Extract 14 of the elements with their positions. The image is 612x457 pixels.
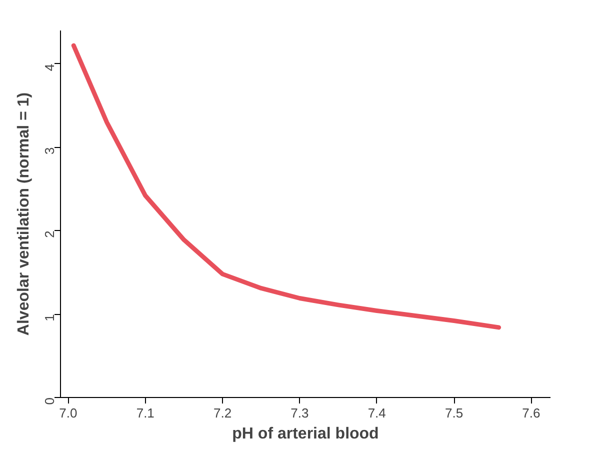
x-tick-label: 7.4 (368, 406, 386, 420)
x-tick-label: 7.0 (59, 406, 78, 420)
y-tick-label: 3 (42, 147, 57, 155)
y-tick-label: 0 (42, 397, 57, 405)
y-tick-label: 1 (42, 314, 57, 322)
y-axis-title: Alveolar ventilation (normal = 1) (16, 92, 32, 336)
x-tick-label: 7.3 (290, 406, 309, 420)
x-tick-label: 7.5 (445, 406, 464, 420)
x-tick-label: 7.1 (136, 406, 154, 420)
x-tick-label: 7.6 (522, 406, 540, 420)
y-tick-label: 2 (42, 230, 57, 238)
y-tick-label: 4 (42, 64, 57, 72)
x-axis-title: pH of arterial blood (232, 426, 379, 442)
x-tick-label: 7.2 (214, 406, 232, 420)
